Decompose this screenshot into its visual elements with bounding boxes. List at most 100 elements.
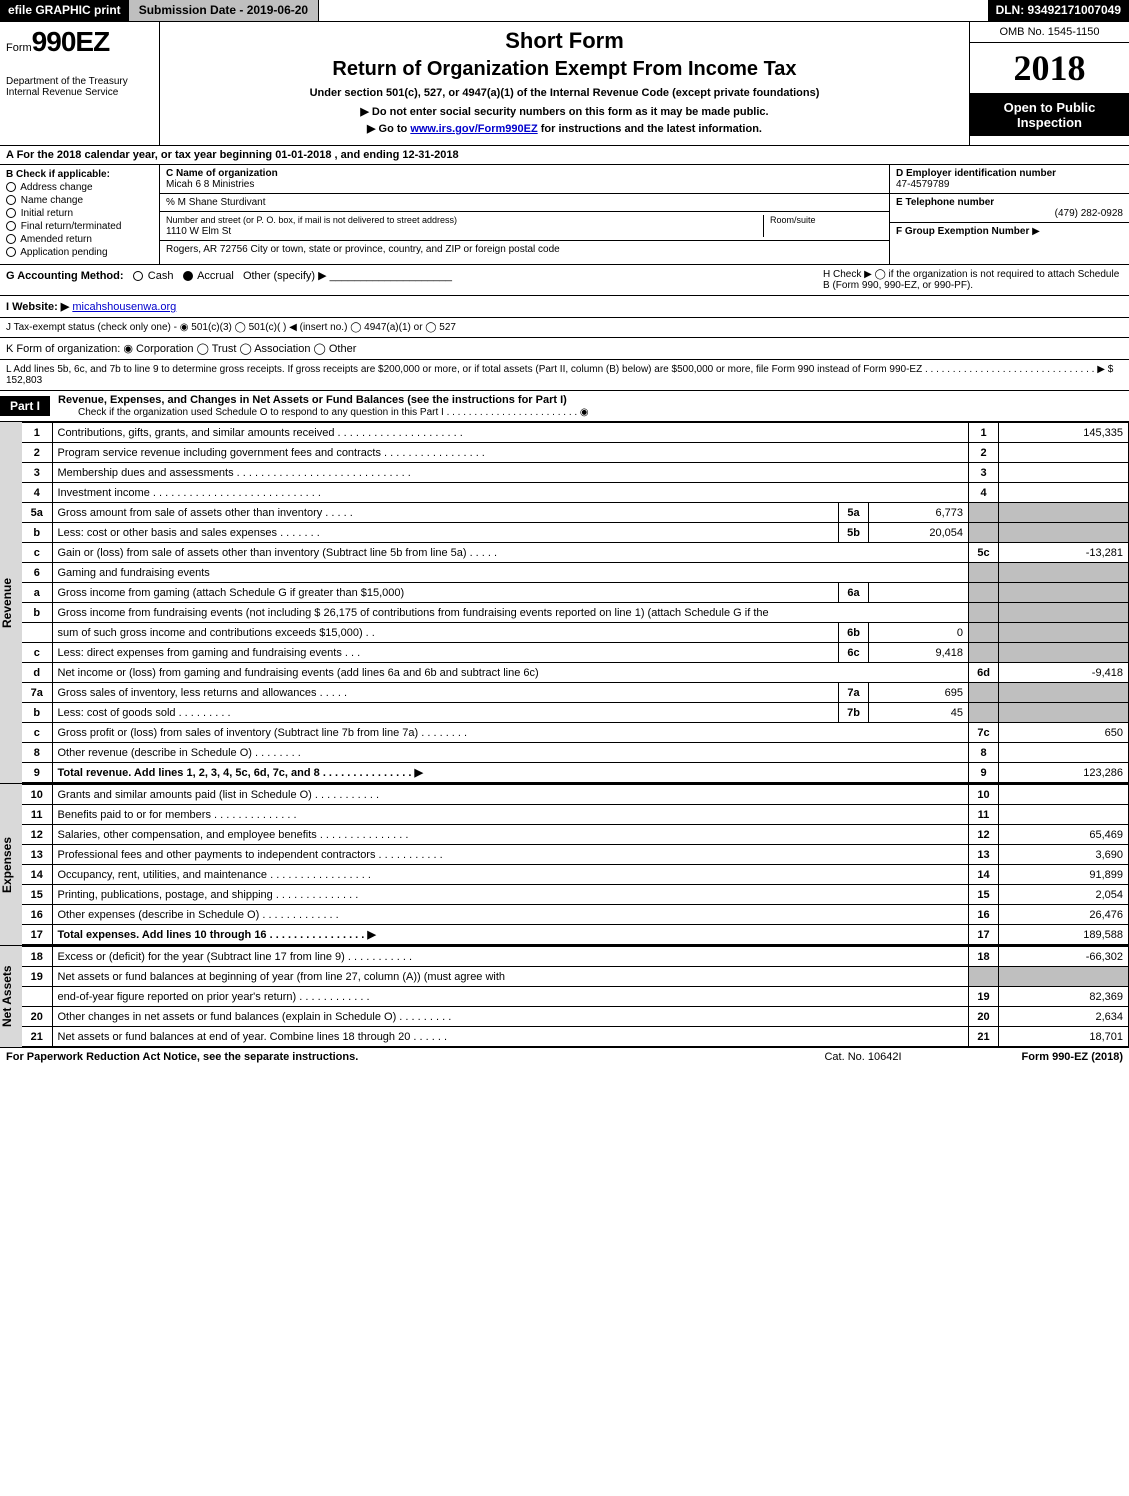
line-11: 11 Benefits paid to or for members . . .…	[22, 805, 1129, 825]
form-header: Form990EZ Department of the Treasury Int…	[0, 22, 1129, 146]
line-13: 13 Professional fees and other payments …	[22, 845, 1129, 865]
net-assets-section: Net Assets 18 Excess or (deficit) for th…	[0, 946, 1129, 1048]
line-7b: b Less: cost of goods sold . . . . . . .…	[22, 703, 1129, 723]
footer-paperwork: For Paperwork Reduction Act Notice, see …	[6, 1051, 763, 1063]
tax-year: 2018	[970, 43, 1129, 94]
subtitle: Under section 501(c), 527, or 4947(a)(1)…	[168, 87, 961, 99]
expenses-table: 10 Grants and similar amounts paid (list…	[22, 784, 1129, 945]
other-label: Other (specify) ▶	[243, 270, 327, 282]
street-row: Number and street (or P. O. box, if mail…	[160, 212, 889, 241]
section-f: F Group Exemption Number ▶	[890, 223, 1129, 264]
open-inspection: Open to Public Inspection	[970, 94, 1129, 136]
accounting-label: G Accounting Method:	[6, 270, 124, 282]
section-i: I Website: ▶ micahshousenwa.org	[0, 296, 1129, 318]
section-l: L Add lines 5b, 6c, and 7b to line 9 to …	[0, 360, 1129, 391]
line-6b: sum of such gross income and contributio…	[22, 623, 1129, 643]
main-title: Return of Organization Exempt From Incom…	[168, 58, 961, 81]
spacer	[319, 0, 987, 21]
line-4: 4 Investment income . . . . . . . . . . …	[22, 483, 1129, 503]
chk-initial-return[interactable]: Initial return	[6, 208, 153, 219]
org-name-row: C Name of organization Micah 6 8 Ministr…	[160, 165, 889, 194]
header-right: OMB No. 1545-1150 2018 Open to Public In…	[969, 22, 1129, 145]
section-e: E Telephone number (479) 282-0928	[890, 194, 1129, 223]
city-line: Rogers, AR 72756 City or town, state or …	[166, 244, 560, 255]
chk-name-change[interactable]: Name change	[6, 195, 153, 206]
footer: For Paperwork Reduction Act Notice, see …	[0, 1048, 1129, 1066]
irs-link[interactable]: www.irs.gov/Form990EZ	[410, 123, 537, 135]
line-7a: 7a Gross sales of inventory, less return…	[22, 683, 1129, 703]
chk-application-pending[interactable]: Application pending	[6, 247, 153, 258]
website-label: I Website: ▶	[6, 301, 69, 313]
form-prefix: Form	[6, 42, 32, 54]
line-6c: c Less: direct expenses from gaming and …	[22, 643, 1129, 663]
row-gh: G Accounting Method: Cash Accrual Other …	[0, 265, 1129, 296]
goto-prefix: ▶ Go to	[367, 123, 410, 135]
section-j: J Tax-exempt status (check only one) - ◉…	[0, 318, 1129, 338]
dln-label: DLN: 93492171007049	[988, 0, 1129, 21]
chk-amended-return[interactable]: Amended return	[6, 234, 153, 245]
line-21: 21 Net assets or fund balances at end of…	[22, 1027, 1129, 1047]
line-2: 2 Program service revenue including gove…	[22, 443, 1129, 463]
line-17: 17 Total expenses. Add lines 10 through …	[22, 925, 1129, 945]
care-of: % M Shane Sturdivant	[166, 197, 266, 208]
line-6a: a Gross income from gaming (attach Sched…	[22, 583, 1129, 603]
website-link[interactable]: micahshousenwa.org	[72, 301, 176, 313]
cash-label: Cash	[148, 270, 174, 282]
header-center: Short Form Return of Organization Exempt…	[160, 22, 969, 145]
revenue-table: 1 Contributions, gifts, grants, and simi…	[22, 422, 1129, 783]
short-form-title: Short Form	[168, 28, 961, 54]
line-14: 14 Occupancy, rent, utilities, and maint…	[22, 865, 1129, 885]
line-16: 16 Other expenses (describe in Schedule …	[22, 905, 1129, 925]
net-assets-tab: Net Assets	[0, 946, 22, 1047]
expenses-tab: Expenses	[0, 784, 22, 945]
net-assets-table: 18 Excess or (deficit) for the year (Sub…	[22, 946, 1129, 1047]
line-6: 6 Gaming and fundraising events	[22, 563, 1129, 583]
line-1: 1 Contributions, gifts, grants, and simi…	[22, 423, 1129, 443]
line-3: 3 Membership dues and assessments . . . …	[22, 463, 1129, 483]
form-number-box: Form990EZ Department of the Treasury Int…	[0, 22, 160, 145]
dept-treasury: Department of the Treasury	[6, 76, 153, 87]
footer-catno: Cat. No. 10642I	[763, 1051, 963, 1063]
radio-cash[interactable]	[133, 271, 143, 281]
line-8: 8 Other revenue (describe in Schedule O)…	[22, 743, 1129, 763]
part1-header: Part I Revenue, Expenses, and Changes in…	[0, 391, 1129, 422]
section-h: H Check ▶ ◯ if the organization is not r…	[823, 269, 1123, 291]
section-c: C Name of organization Micah 6 8 Ministr…	[160, 165, 889, 264]
section-b-label: B Check if applicable:	[6, 169, 110, 180]
street-label: Number and street (or P. O. box, if mail…	[166, 215, 457, 225]
line-12: 12 Salaries, other compensation, and emp…	[22, 825, 1129, 845]
omb-number: OMB No. 1545-1150	[970, 22, 1129, 43]
ein-value: 47-4579789	[896, 179, 949, 190]
revenue-tab: Revenue	[0, 422, 22, 783]
irs-label: Internal Revenue Service	[6, 87, 153, 98]
ein-label: D Employer identification number	[896, 168, 1056, 179]
line-10: 10 Grants and similar amounts paid (list…	[22, 785, 1129, 805]
part1-label: Part I	[0, 396, 50, 416]
room-label: Room/suite	[770, 215, 816, 225]
form-number: 990EZ	[32, 26, 110, 57]
line-6b-desc: b Gross income from fundraising events (…	[22, 603, 1129, 623]
phone-value: (479) 282-0928	[1055, 208, 1123, 219]
section-a-calendar: A For the 2018 calendar year, or tax yea…	[0, 146, 1129, 165]
top-bar: efile GRAPHIC print Submission Date - 20…	[0, 0, 1129, 22]
org-name: Micah 6 8 Ministries	[166, 179, 254, 190]
line-18: 18 Excess or (deficit) for the year (Sub…	[22, 947, 1129, 967]
group-exemption-label: F Group Exemption Number	[896, 226, 1029, 237]
note-goto: ▶ Go to www.irs.gov/Form990EZ for instru…	[168, 122, 961, 135]
section-k: K Form of organization: ◉ Corporation ◯ …	[0, 338, 1129, 360]
street-value: 1110 W Elm St	[166, 226, 231, 237]
info-grid: B Check if applicable: Address change Na…	[0, 165, 1129, 265]
chk-address-change[interactable]: Address change	[6, 182, 153, 193]
submission-date: Submission Date - 2019-06-20	[129, 0, 319, 21]
goto-suffix: for instructions and the latest informat…	[538, 123, 762, 135]
revenue-section: Revenue 1 Contributions, gifts, grants, …	[0, 422, 1129, 784]
chk-final-return[interactable]: Final return/terminated	[6, 221, 153, 232]
care-of-row: % M Shane Sturdivant	[160, 194, 889, 212]
radio-accrual[interactable]	[183, 271, 193, 281]
line-15: 15 Printing, publications, postage, and …	[22, 885, 1129, 905]
line-7c: c Gross profit or (loss) from sales of i…	[22, 723, 1129, 743]
part1-check: Check if the organization used Schedule …	[58, 407, 589, 418]
line-6d: d Net income or (loss) from gaming and f…	[22, 663, 1129, 683]
efile-label: efile GRAPHIC print	[0, 0, 129, 21]
line-19: end-of-year figure reported on prior yea…	[22, 987, 1129, 1007]
